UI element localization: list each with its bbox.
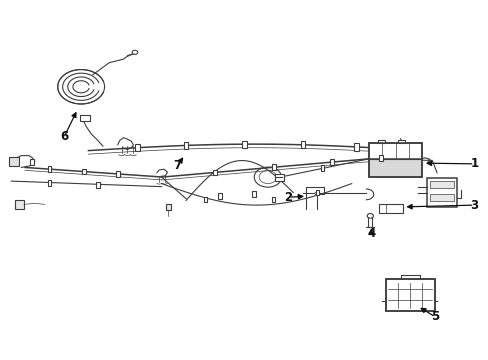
Bar	[426, 178, 456, 207]
Bar	[271, 197, 275, 202]
Bar	[213, 170, 217, 175]
Bar	[378, 140, 384, 143]
Circle shape	[366, 213, 373, 218]
Bar	[135, 144, 140, 151]
Bar	[218, 193, 222, 199]
Text: 2: 2	[284, 191, 292, 204]
Bar	[252, 192, 256, 197]
Bar	[271, 165, 275, 170]
Bar	[47, 180, 51, 186]
Bar	[385, 279, 434, 311]
Text: 1: 1	[469, 157, 478, 170]
Bar	[203, 197, 207, 202]
Bar	[80, 115, 90, 121]
Bar	[320, 165, 324, 171]
Bar	[368, 143, 422, 177]
Bar	[300, 141, 305, 148]
Bar	[165, 204, 171, 211]
Bar	[96, 182, 100, 188]
Text: 4: 4	[366, 227, 375, 240]
Bar	[429, 181, 453, 188]
Bar	[9, 157, 19, 166]
Bar	[385, 295, 434, 311]
Bar	[30, 159, 34, 165]
Text: 3: 3	[469, 199, 478, 212]
Bar	[368, 143, 422, 158]
Bar	[274, 174, 284, 181]
Bar	[47, 166, 51, 172]
Text: 5: 5	[430, 310, 439, 324]
Text: 6: 6	[60, 130, 68, 144]
Bar	[385, 279, 434, 311]
Bar	[242, 141, 246, 148]
Bar	[183, 142, 188, 149]
Bar	[116, 171, 120, 177]
Bar	[367, 216, 371, 226]
Bar	[368, 158, 422, 177]
Text: 7: 7	[173, 159, 181, 172]
Circle shape	[132, 50, 138, 54]
Bar	[429, 194, 453, 201]
Bar	[378, 204, 402, 213]
Circle shape	[314, 192, 319, 195]
Bar	[15, 200, 24, 209]
Bar	[81, 169, 85, 174]
Bar	[398, 140, 404, 143]
Bar	[353, 143, 358, 150]
Bar	[330, 159, 333, 165]
Bar	[378, 155, 382, 161]
Bar	[315, 190, 319, 195]
